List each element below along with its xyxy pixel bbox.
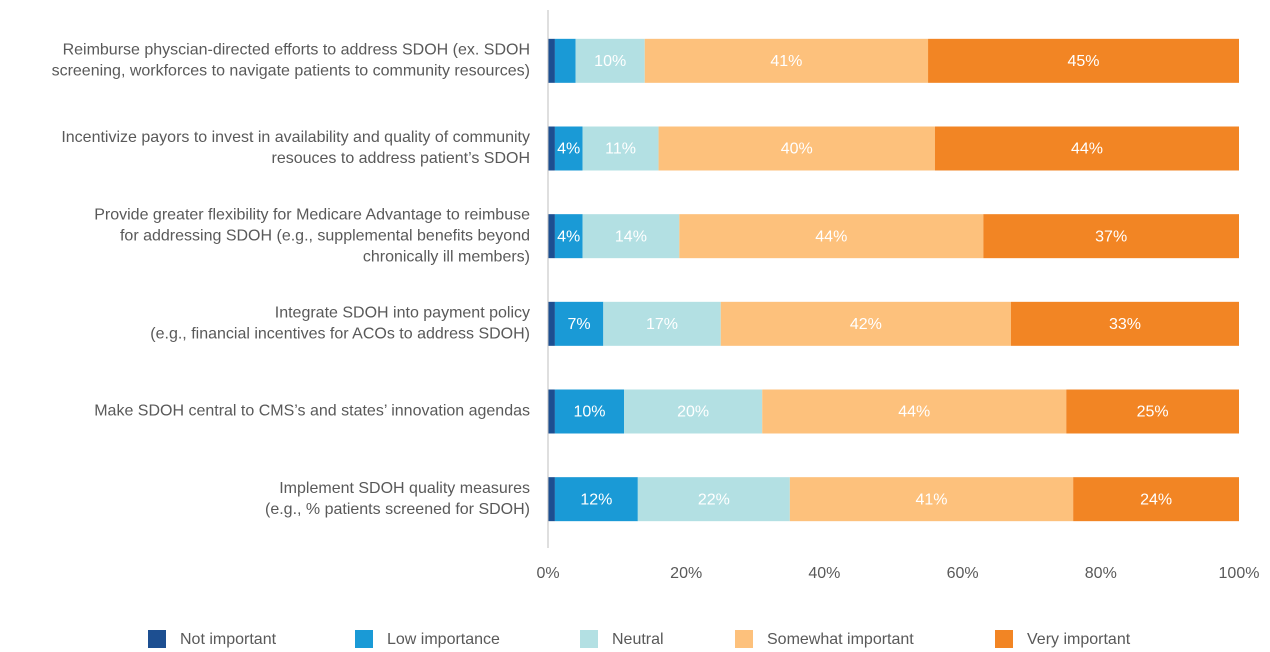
bar-segment [789,477,1074,522]
data-label: 7% [568,316,591,333]
x-tick-label: 100% [1219,565,1260,582]
bar-segment [644,38,929,83]
data-label: 37% [1095,228,1127,245]
data-label: 17% [646,316,678,333]
data-label: 12% [580,491,612,508]
legend-label: Not important [180,631,277,648]
category-label: Provide greater flexibility for Medicare… [94,206,530,223]
bar-segment [575,38,645,83]
legend-swatch [995,630,1013,648]
bar-segment [554,477,638,522]
category-label: (e.g., financial incentives for ACOs to … [150,326,530,343]
bar-segment [554,389,625,434]
bar-segment [928,38,1239,83]
bar-segment [554,126,583,171]
bar-segment [720,301,1011,346]
data-label: 44% [1071,141,1103,158]
data-label: 10% [594,53,626,70]
x-tick-label: 0% [536,565,559,582]
legend-swatch [580,630,598,648]
data-label: 25% [1137,404,1169,421]
bar-segment [582,126,659,171]
bar-segment [1010,301,1239,346]
data-label: 10% [573,404,605,421]
data-label: 44% [815,228,847,245]
legend-label: Low importance [387,631,500,648]
data-label: 22% [698,491,730,508]
data-label: 40% [781,141,813,158]
category-label: (e.g., % patients screened for SDOH) [265,501,530,518]
x-tick-label: 40% [808,565,840,582]
data-label: 33% [1109,316,1141,333]
data-label: 14% [615,228,647,245]
x-tick-label: 60% [947,565,979,582]
data-label: 42% [850,316,882,333]
data-label: 4% [557,141,580,158]
x-tick-label: 80% [1085,565,1117,582]
x-tick-label: 20% [670,565,702,582]
bar-segment [548,38,555,83]
legend-label: Very important [1027,631,1131,648]
bar-segment [548,389,555,434]
bar-segment [548,214,555,259]
data-label: 45% [1068,53,1100,70]
bar-segment [658,126,935,171]
category-label: Implement SDOH quality measures [279,480,530,497]
category-label: screening, workforces to navigate patien… [52,63,530,80]
bar-segment [983,214,1239,259]
category-label: Make SDOH central to CMS’s and states’ i… [94,403,530,420]
category-label: Reimburse physcian-directed efforts to a… [63,42,530,59]
legend-label: Somewhat important [767,631,914,648]
bar-segment [679,214,984,259]
data-label: 44% [898,404,930,421]
bar-segment [624,389,763,434]
data-label: 41% [770,53,802,70]
category-label: Incentivize payors to invest in availabi… [61,129,530,146]
bar-segment [554,214,583,259]
legend-swatch [355,630,373,648]
bar-segment [554,38,576,83]
bar-segment [582,214,680,259]
legend-swatch [148,630,166,648]
bar-segment [762,389,1067,434]
category-label: for addressing SDOH (e.g., supplemental … [120,227,530,244]
data-label: 24% [1140,491,1172,508]
data-label: 41% [915,491,947,508]
bar-segment [548,477,555,522]
data-label: 11% [605,141,636,158]
bar-segment [548,301,555,346]
bar-segment [603,301,721,346]
bar-segment [1066,389,1239,434]
data-label: 20% [677,404,709,421]
category-label: chronically ill members) [363,248,530,265]
bar-segment [554,301,604,346]
data-label: 4% [557,228,580,245]
bar-segment [1073,477,1239,522]
legend-swatch [735,630,753,648]
bar-segment [934,126,1239,171]
bar-segment [548,126,555,171]
bar-segment [637,477,790,522]
category-label: resouces to address patient’s SDOH [272,150,531,167]
legend-label: Neutral [612,631,664,648]
category-label: Integrate SDOH into payment policy [275,305,530,322]
